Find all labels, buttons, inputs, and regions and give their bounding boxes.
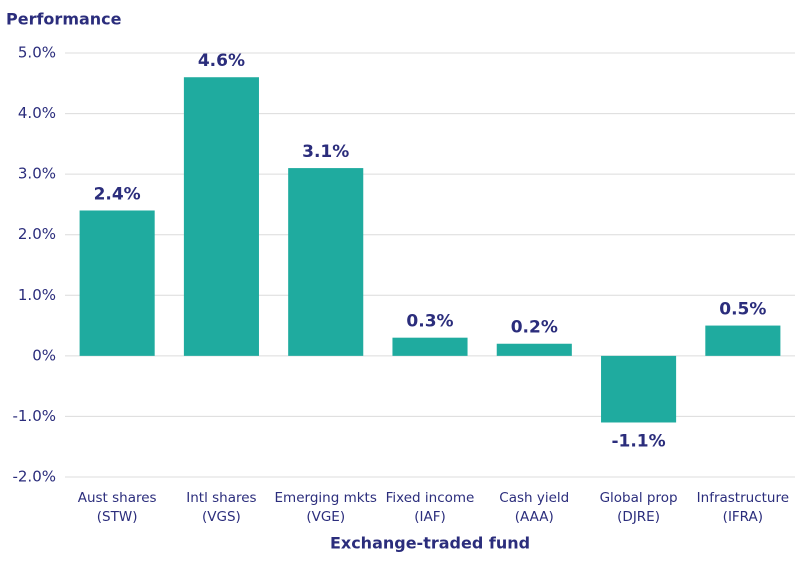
y-tick-label: 3.0% [18,165,56,183]
x-tick-label: (VGS) [202,509,241,525]
x-tick-label: Cash yield [499,490,569,506]
bar [392,337,468,356]
bar [601,355,677,423]
x-tick-label: Global prop [600,490,678,506]
x-tick-label: Aust shares [78,490,157,506]
bar [79,210,155,356]
x-tick-label: Infrastructure [697,490,789,506]
x-tick-label: (AAA) [515,509,554,525]
value-label: 3.1% [302,142,349,162]
value-label: 0.3% [406,312,453,332]
x-axis-title: Exchange-traded fund [330,534,530,553]
y-tick-label: 2.0% [18,225,56,243]
y-tick-label: -1.0% [12,407,56,425]
value-label: -1.1% [611,431,665,451]
x-tick-label: Emerging mkts [275,490,377,506]
chart-title: Performance [6,10,122,29]
y-tick-label: 5.0% [18,44,56,62]
y-tick-label: 0% [32,346,56,364]
x-tick-label: (VGE) [306,509,345,525]
bar [496,343,572,356]
value-label: 0.2% [511,318,558,338]
x-tick-label: (DJRE) [617,509,660,525]
x-tick-label: (STW) [97,509,138,525]
y-tick-label: -2.0% [12,468,56,486]
value-label: 4.6% [198,51,245,71]
x-tick-label: Intl shares [186,490,256,506]
bar [705,325,781,356]
value-label: 0.5% [719,300,766,320]
value-label: 2.4% [94,184,141,204]
x-tick-label: (IFRA) [723,509,763,525]
y-tick-label: 1.0% [18,286,56,304]
y-tick-label: 4.0% [18,104,56,122]
bar [183,77,259,356]
x-tick-label: (IAF) [414,509,446,525]
x-tick-label: Fixed income [386,490,475,506]
bar [288,168,364,356]
